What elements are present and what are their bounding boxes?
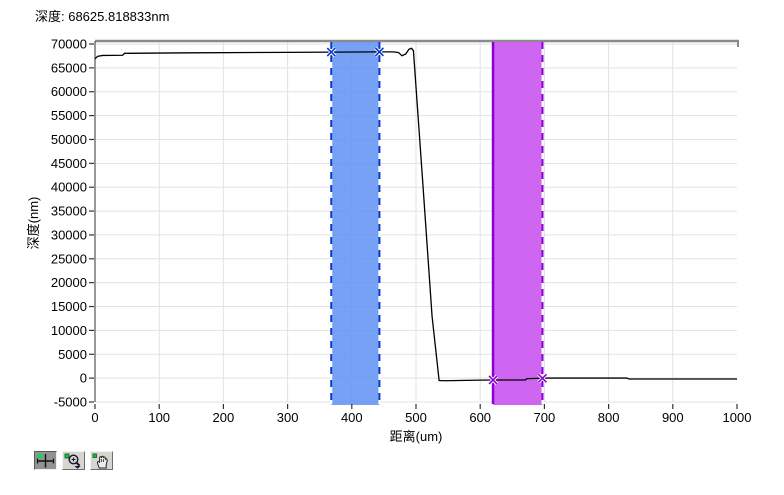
y-tick-label: 25000 <box>51 251 87 266</box>
y-tick-label: 15000 <box>51 299 87 314</box>
x-tick-label: 200 <box>213 410 235 425</box>
floor-cursor-band-marker[interactable] <box>537 373 548 383</box>
y-tick-label: 5000 <box>58 347 87 362</box>
y-tick-label: 50000 <box>51 132 87 147</box>
cursor-tool-button[interactable] <box>34 451 57 470</box>
x-tick-label: 800 <box>598 410 620 425</box>
y-tick-label: 35000 <box>51 204 87 219</box>
x-tick-label: 0 <box>91 410 98 425</box>
x-tick-label: 900 <box>662 410 684 425</box>
plot-line-depth-profile <box>94 47 737 382</box>
floor-cursor-band-marker[interactable] <box>488 375 498 385</box>
y-tick-label: 45000 <box>51 156 87 171</box>
x-tick-label: 700 <box>534 410 556 425</box>
y-tick-label: 20000 <box>51 275 87 290</box>
x-tick-label: 300 <box>277 410 299 425</box>
y-tick-label: 60000 <box>51 84 87 99</box>
floor-cursor-band[interactable] <box>493 42 543 405</box>
y-tick-label: 10000 <box>51 323 87 338</box>
y-tick-label: 70000 <box>51 37 87 52</box>
x-tick-label: 100 <box>148 410 170 425</box>
x-tick-label: 400 <box>341 410 363 425</box>
x-axis-label: 距离(um) <box>390 429 443 444</box>
y-tick-label: -5000 <box>54 395 87 410</box>
depth-profile-chart: 0 100 200 300 400 500 600 700 800 900 1000 70000 650… <box>26 37 752 445</box>
pan-hand-icon <box>92 453 108 468</box>
plateau-cursor-band-marker[interactable] <box>326 47 336 57</box>
plateau-cursor-band[interactable] <box>331 42 380 405</box>
zoom-tool-button[interactable] <box>62 451 85 470</box>
zoom-magnifier-icon <box>64 453 81 469</box>
x-tick-label: 600 <box>469 410 491 425</box>
y-tick-label: 55000 <box>51 108 87 123</box>
pan-tool-button[interactable] <box>90 451 113 470</box>
y-tick-label: 30000 <box>51 227 87 242</box>
x-tick-label: 500 <box>405 410 427 425</box>
y-axis-label: 深度(nm) <box>26 197 41 250</box>
y-tick-label: 0 <box>80 371 87 386</box>
plateau-cursor-band-marker[interactable] <box>374 47 384 57</box>
crosshair-cursor-icon <box>36 453 55 468</box>
y-tick-label: 65000 <box>51 60 87 75</box>
graph-palette <box>34 451 113 470</box>
depth-readout: 深度: 68625.818833nm <box>35 9 170 24</box>
x-tick-label: 1000 <box>723 410 752 425</box>
y-tick-label: 40000 <box>51 180 87 195</box>
